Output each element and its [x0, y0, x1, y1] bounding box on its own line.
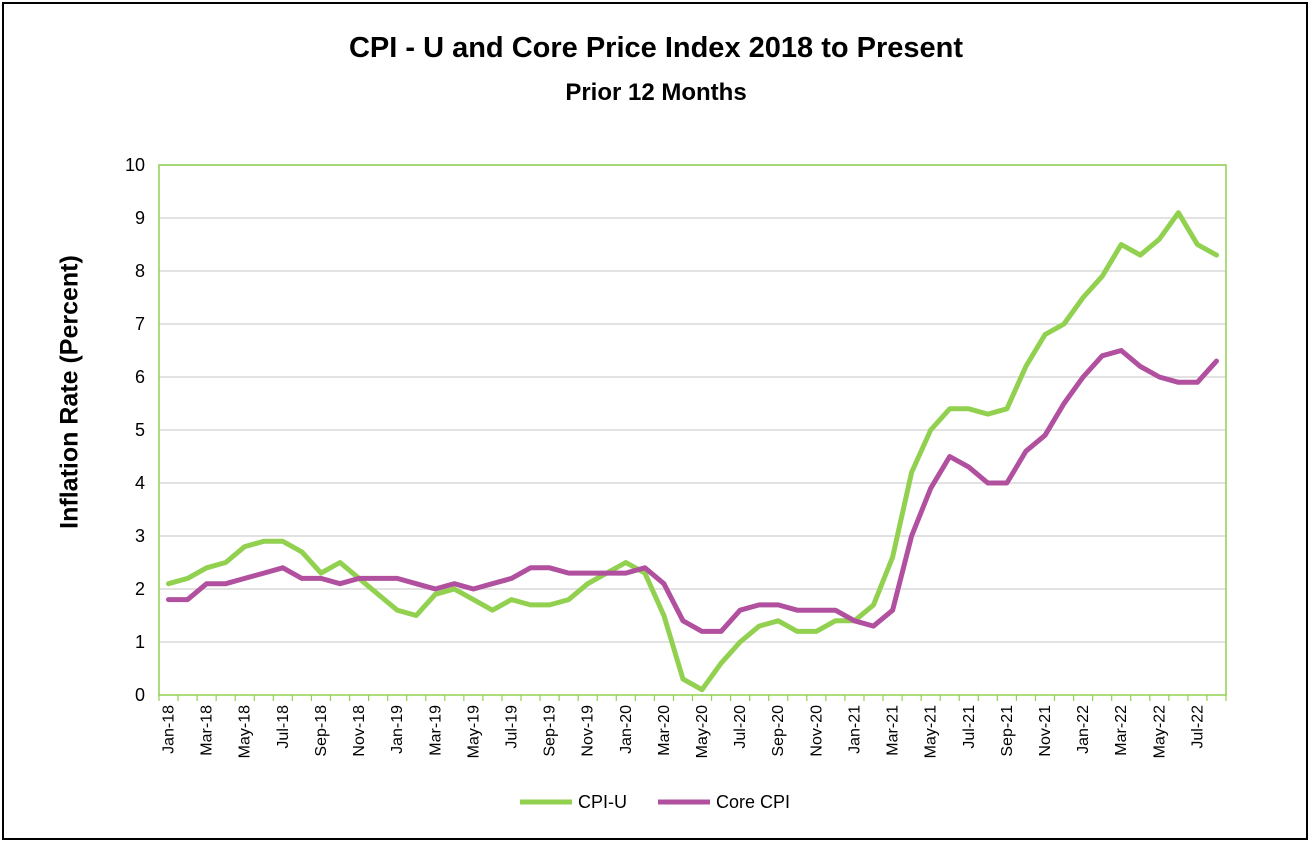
- legend-label-cpi-u: CPI-U: [578, 792, 627, 812]
- x-tick-label-Sep-20: Sep-20: [770, 705, 787, 757]
- x-tick-label-Sep-19: Sep-19: [542, 705, 559, 757]
- y-tick-label-6: 6: [135, 367, 145, 387]
- legend-label-core-cpi: Core CPI: [716, 792, 790, 812]
- x-tick-label-May-20: May-20: [694, 705, 711, 758]
- x-tick-label-May-18: May-18: [237, 705, 254, 758]
- y-axis-ticks: 0 1 2 3 4 5 6 7 8 9 10: [125, 155, 145, 705]
- x-tick-label-Sep-18: Sep-18: [313, 705, 330, 757]
- x-tick-label-Nov-21: Nov-21: [1037, 705, 1054, 757]
- y-tick-label-8: 8: [135, 261, 145, 281]
- x-tick-label-May-21: May-21: [923, 705, 940, 758]
- series-line-core-cpi: [166, 348, 1219, 634]
- x-tick-label-Jan-19: Jan-19: [389, 705, 406, 754]
- x-tick-label-Jul-21: Jul-21: [961, 705, 978, 749]
- x-tick-label-Jul-18: Jul-18: [275, 705, 292, 749]
- x-tick-label-Jan-22: Jan-22: [1075, 705, 1092, 754]
- y-tick-label-4: 4: [135, 473, 145, 493]
- x-tick-label-Mar-20: Mar-20: [656, 705, 673, 756]
- x-tick-label-Mar-22: Mar-22: [1113, 705, 1130, 756]
- x-tick-label-Nov-19: Nov-19: [580, 705, 597, 757]
- y-tick-label-9: 9: [135, 208, 145, 228]
- y-tick-label-1: 1: [135, 632, 145, 652]
- x-tick-label-Jul-19: Jul-19: [503, 705, 520, 749]
- legend: CPI-U Core CPI: [520, 792, 790, 812]
- series-lines: [166, 210, 1219, 693]
- chart-subtitle: Prior 12 Months: [565, 79, 747, 106]
- y-tick-label-2: 2: [135, 579, 145, 599]
- y-tick-label-3: 3: [135, 526, 145, 546]
- x-tick-label-Jan-18: Jan-18: [161, 705, 178, 754]
- chart-title: CPI - U and Core Price Index 2018 to Pre…: [348, 32, 964, 64]
- x-tick-label-Nov-18: Nov-18: [351, 705, 368, 757]
- series-line-cpi-u: [166, 210, 1219, 693]
- x-tick-label-May-22: May-22: [1151, 705, 1168, 758]
- x-tick-label-May-19: May-19: [465, 705, 482, 758]
- x-axis-ticks: Jan-18 Mar-18 May-18 Jul-18 Sep-18 Nov-18 Jan-…: [161, 705, 1207, 758]
- x-tick-label-Mar-19: Mar-19: [427, 705, 444, 756]
- x-tick-label-Jan-21: Jan-21: [846, 705, 863, 754]
- x-tick-label-Mar-21: Mar-21: [885, 705, 902, 756]
- axes: [158, 164, 1227, 701]
- x-tick-label-Sep-21: Sep-21: [999, 705, 1016, 757]
- x-tick-label-Mar-18: Mar-18: [199, 705, 216, 756]
- y-tick-label-0: 0: [135, 685, 145, 705]
- x-tick-label-Nov-20: Nov-20: [808, 705, 825, 757]
- x-tick-label-Jul-22: Jul-22: [1189, 705, 1206, 749]
- y-tick-label-10: 10: [125, 155, 145, 175]
- y-axis-label: Inflation Rate (Percent): [56, 255, 84, 529]
- y-tick-label-7: 7: [135, 314, 145, 334]
- x-tick-label-Jul-20: Jul-20: [732, 705, 749, 749]
- x-tick-label-Jan-20: Jan-20: [618, 705, 635, 754]
- y-tick-label-5: 5: [135, 420, 145, 440]
